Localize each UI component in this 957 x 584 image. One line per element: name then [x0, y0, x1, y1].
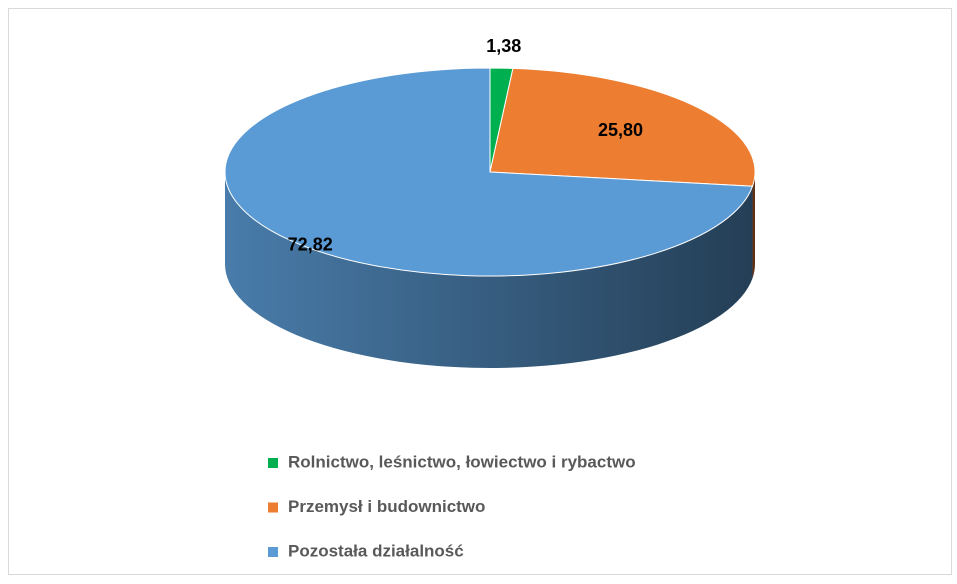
- legend-swatch: [268, 502, 278, 513]
- legend-swatch: [268, 458, 278, 468]
- legend-swatch: [268, 547, 278, 557]
- data-label: 1,38: [486, 36, 521, 56]
- pie-side: [225, 172, 753, 369]
- legend-label: Rolnictwo, leśnictwo, łowiectwo i rybact…: [288, 452, 636, 471]
- data-label: 25,80: [598, 120, 643, 140]
- legend-label: Przemysł i budownictwo: [288, 497, 485, 516]
- data-label: 72,82: [288, 234, 333, 254]
- pie-slice: [224, 67, 754, 277]
- pie-side: [752, 172, 755, 279]
- legend-label: Pozostała działalność: [288, 541, 464, 560]
- pie-slice: [489, 67, 756, 187]
